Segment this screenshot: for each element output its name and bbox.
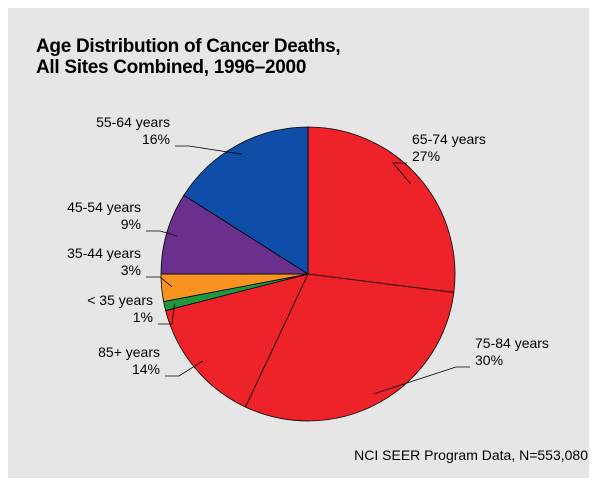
- pie-slice: [183, 126, 309, 275]
- slice-label: 65-74 years: [412, 131, 486, 147]
- value-label: 14%: [132, 361, 160, 377]
- value-label: 27%: [412, 148, 440, 164]
- note: NCI SEER Program Data, N=553,080: [354, 447, 588, 463]
- leader-line: [146, 230, 177, 237]
- leader-line: [392, 162, 411, 184]
- pie-slice: [165, 273, 309, 408]
- slice-label: 45-54 years: [67, 199, 141, 215]
- value-label: 3%: [121, 262, 141, 278]
- slice-label: 35-44 years: [67, 245, 141, 261]
- slice-label: 75-84 years: [475, 335, 549, 351]
- value-label: 1%: [133, 309, 153, 325]
- leader-line: [373, 366, 470, 395]
- chart-title: Age Distribution of Cancer Deaths, All S…: [36, 36, 341, 78]
- leader-line: [175, 145, 243, 155]
- slice-label: < 35 years: [87, 292, 153, 308]
- value-label: 9%: [121, 216, 141, 232]
- pie-slice: [244, 273, 455, 422]
- value-label: 16%: [142, 131, 170, 147]
- leader-line: [158, 303, 175, 325]
- pie-slice: [307, 126, 456, 293]
- value-label: 30%: [475, 352, 503, 368]
- leader-line: [146, 276, 173, 288]
- leader-line: [165, 360, 203, 377]
- slice-label: 85+ years: [98, 344, 160, 360]
- slice-label: 55-64 years: [96, 114, 170, 130]
